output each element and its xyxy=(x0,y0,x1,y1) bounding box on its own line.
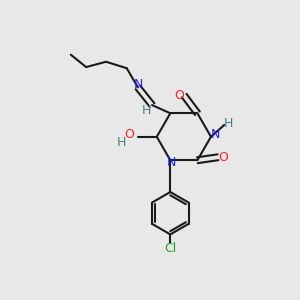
Text: N: N xyxy=(167,156,176,169)
Text: H: H xyxy=(224,117,234,130)
Text: O: O xyxy=(218,151,228,164)
Text: O: O xyxy=(124,128,134,142)
Text: H: H xyxy=(142,104,152,117)
Text: N: N xyxy=(210,128,220,141)
Text: Cl: Cl xyxy=(164,242,176,255)
Text: H: H xyxy=(117,136,126,148)
Text: N: N xyxy=(134,78,143,91)
Text: O: O xyxy=(175,88,184,101)
